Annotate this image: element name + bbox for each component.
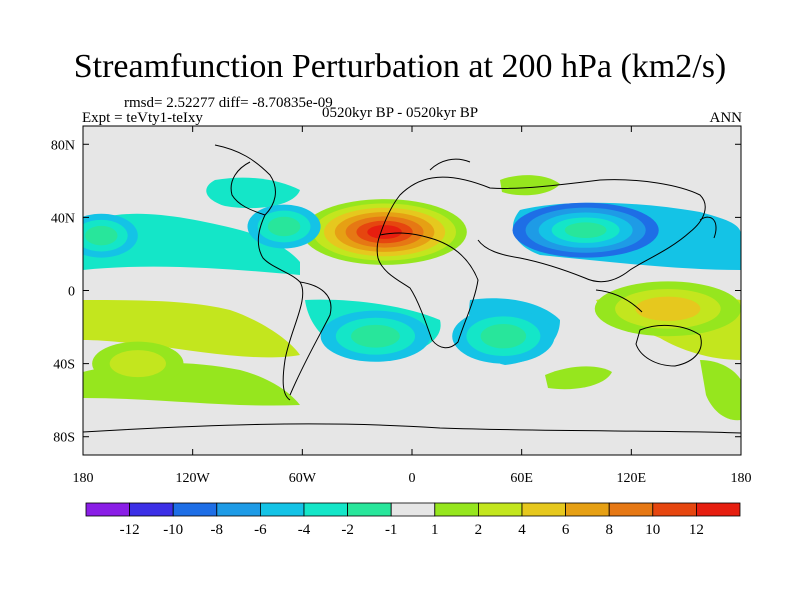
- colorbar-swatch: [565, 502, 610, 517]
- siberia-positive: [500, 175, 560, 196]
- x-tick-label: 60W: [289, 471, 317, 486]
- colorbar-label: -6: [254, 522, 267, 538]
- map-plot-area: [83, 126, 741, 455]
- antarctica-coastline: [83, 423, 741, 434]
- x-tick-label: 120E: [617, 471, 647, 486]
- y-tick-label: 80S: [53, 431, 75, 446]
- y-tick-label: 0: [68, 285, 75, 300]
- season-label: ANN: [709, 110, 743, 126]
- colorbar-label: -1: [385, 522, 398, 538]
- south-indian-positive: [545, 366, 612, 390]
- north-america-negative: [206, 177, 300, 209]
- anomaly-north-africa-high: [302, 199, 467, 265]
- colorbar-swatch: [652, 502, 697, 517]
- anomaly-north-atlantic-low: [247, 204, 321, 249]
- contour-level-2: [109, 350, 166, 378]
- colorbar-label: -10: [163, 522, 183, 538]
- contour-level-4: [635, 296, 701, 321]
- contour-level-neg1: [85, 225, 118, 246]
- colorbar-swatch: [259, 502, 305, 517]
- colorbar-label: 2: [475, 522, 483, 538]
- colorbar-swatch: [434, 502, 479, 517]
- colorbar-label: 8: [605, 522, 613, 538]
- coastlines: [83, 144, 741, 434]
- colorbar-label: 10: [645, 522, 660, 538]
- indonesia-coastline: [595, 289, 643, 313]
- anomaly-south-pacific-high: [92, 341, 184, 386]
- colorbar-swatch: [85, 502, 130, 517]
- australia-coastline: [635, 325, 702, 367]
- map-axes: 180 120W 60W 0 60E 120E 180 80N 40N 0 40S 80S: [51, 126, 752, 486]
- anomaly-maritime-continent-high: [594, 281, 741, 337]
- x-tick-label: 120W: [176, 471, 211, 486]
- colorbar-label: -8: [211, 522, 224, 538]
- north-america-west-coast: [230, 161, 266, 216]
- y-tick-label: 80N: [51, 138, 75, 153]
- contour-level-neg1: [564, 222, 607, 239]
- colorbar-label: -2: [341, 522, 354, 538]
- eurasia-coastline: [379, 176, 706, 283]
- colorbar-swatch: [347, 502, 392, 517]
- anomaly-south-indian-low: [452, 308, 555, 364]
- scandinavia-coastline: [429, 158, 471, 171]
- americas-coastline: [214, 144, 304, 401]
- x-tick-label: 180: [731, 471, 752, 486]
- experiment-label: Expt = teVty1-teIxy: [82, 110, 203, 126]
- anomaly-central-asia-low: [512, 202, 659, 258]
- anomaly-north-pacific-low: [83, 213, 138, 258]
- colorbar-label: -12: [120, 522, 140, 538]
- colorbar-swatch: [216, 502, 261, 517]
- southwest-pacific-positive: [700, 360, 741, 421]
- colorbar: -12 -10 -8 -6 -4 -2 -1 1 2 4 6 8 10 12: [85, 502, 741, 538]
- x-tick-label: 60E: [510, 471, 533, 486]
- contour-level-neg1: [480, 324, 527, 349]
- colorbar-label: 4: [518, 522, 526, 538]
- colorbar-label: 1: [431, 522, 439, 538]
- y-tick-label: 40S: [53, 358, 75, 373]
- contour-level-neg1: [267, 216, 301, 237]
- y-tick-label: 40N: [51, 211, 75, 226]
- colorbar-swatch: [172, 502, 218, 517]
- south-america-east-coast: [289, 281, 332, 396]
- colorbar-swatch: [696, 502, 741, 517]
- chart-title: Streamfunction Perturbation at 200 hPa (…: [73, 48, 727, 85]
- africa-coastline: [376, 232, 479, 349]
- period-label: 0520kyr BP - 0520kyr BP: [321, 105, 479, 121]
- colorbar-swatch: [477, 502, 523, 517]
- colorbar-label: 12: [689, 522, 704, 538]
- colorbar-swatch: [390, 502, 436, 517]
- streamfunction-anomaly-blobs: [83, 199, 741, 386]
- stats-text: rmsd= 2.52277 diff= -8.70835e-09: [124, 95, 333, 111]
- colorbar-swatch: [303, 502, 348, 517]
- colorbar-swatch: [129, 502, 174, 517]
- japan-coastline: [699, 216, 717, 239]
- colorbar-label: -4: [298, 522, 311, 538]
- contour-level-neg1: [351, 324, 400, 348]
- x-tick-label: 180: [73, 471, 94, 486]
- anomaly-south-atlantic-low: [320, 310, 431, 362]
- x-tick-label: 0: [409, 471, 416, 486]
- contour-level-12: [367, 225, 402, 239]
- colorbar-label: 6: [562, 522, 570, 538]
- colorbar-swatch: [608, 502, 654, 517]
- pacific-atlantic-low-band: [83, 213, 300, 275]
- colorbar-swatch: [521, 502, 566, 517]
